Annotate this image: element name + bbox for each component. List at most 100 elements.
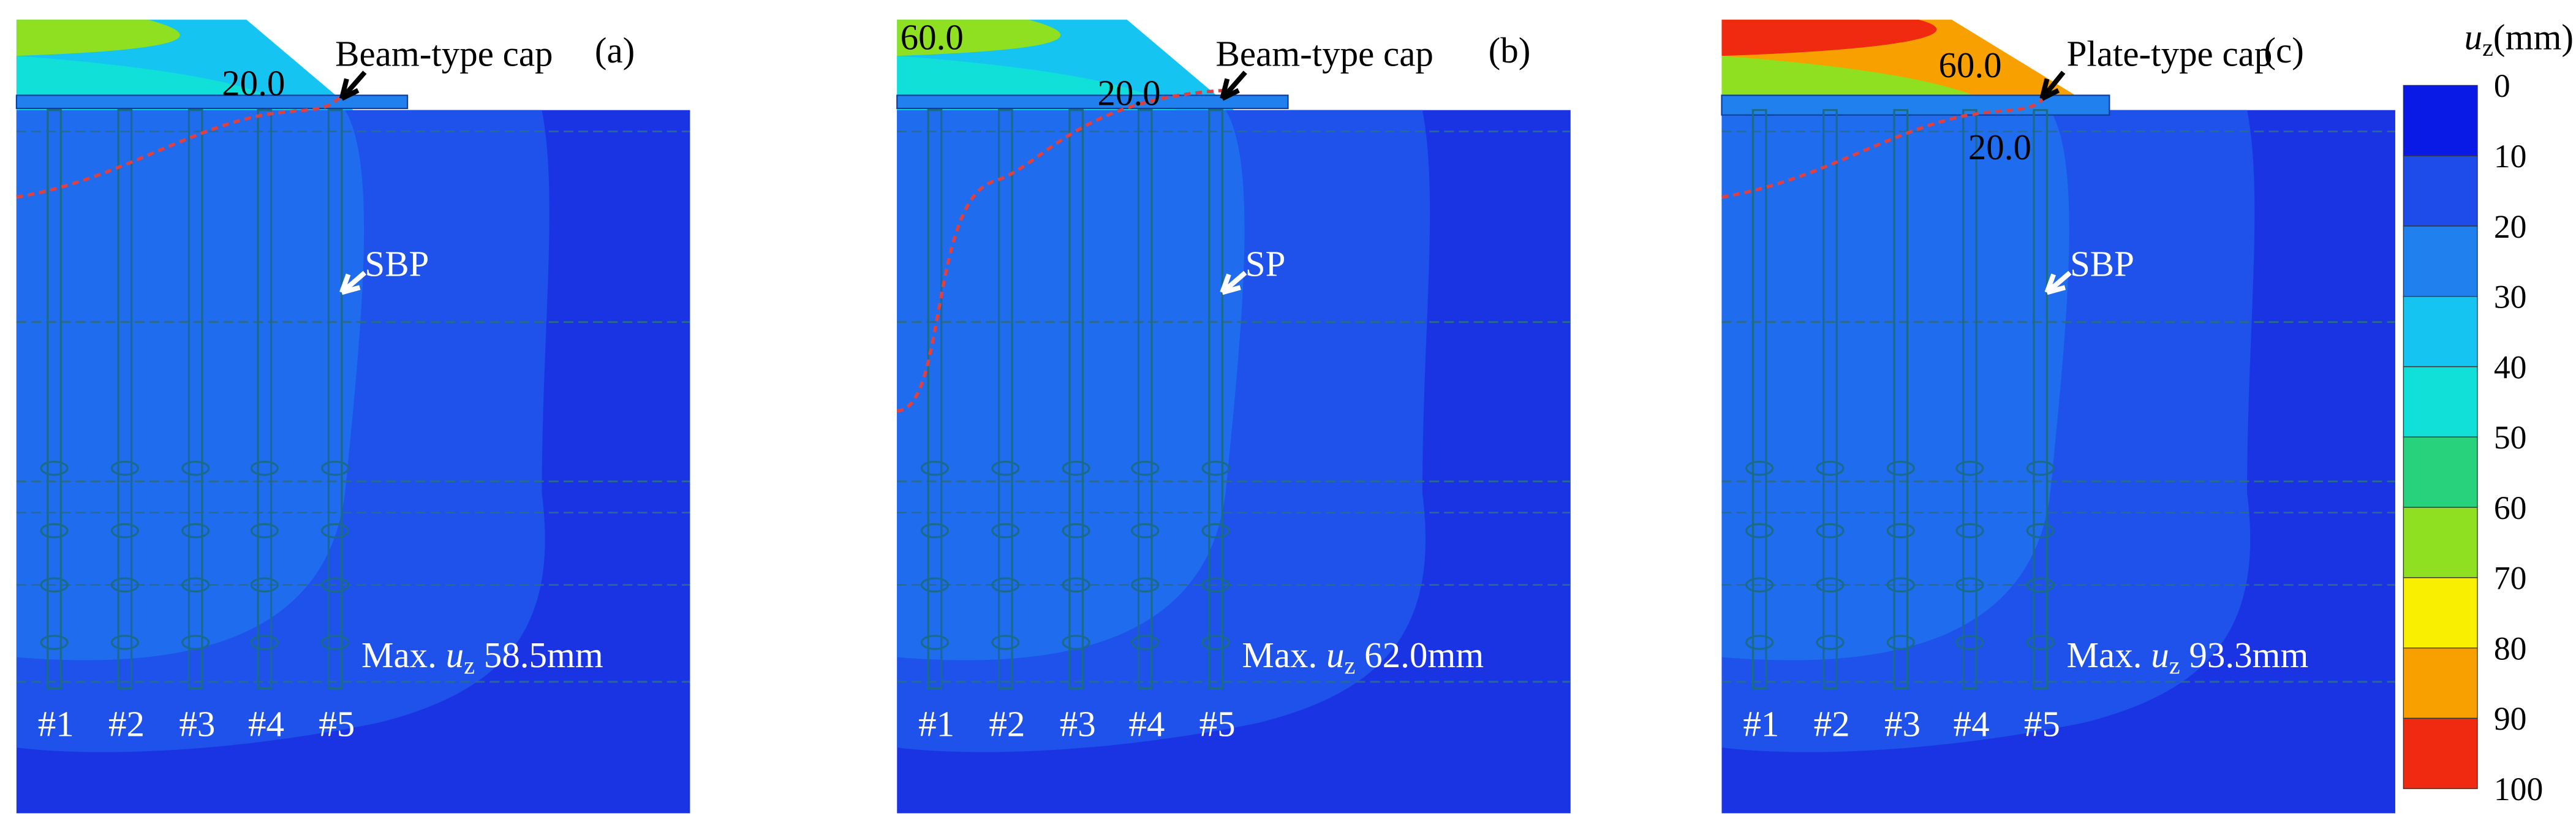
pile-bulb	[1062, 577, 1090, 593]
contour-line	[897, 88, 1226, 413]
zone	[1721, 110, 2069, 660]
max-symbol: u	[1326, 635, 1345, 675]
pile-bulb	[2026, 523, 2055, 539]
pile-bulb	[110, 460, 139, 476]
pile	[1893, 109, 1909, 690]
pile-number: #3	[179, 703, 215, 744]
pile-bulb	[1201, 460, 1230, 476]
pile-bulb	[40, 577, 69, 593]
max-prefix: Max.	[2067, 635, 2142, 675]
pile-bulb	[1816, 577, 1845, 593]
pile-number: #2	[989, 703, 1025, 744]
pile-bulb	[991, 460, 1020, 476]
pile-bulb	[1745, 635, 1774, 650]
pile-number: #1	[918, 703, 954, 744]
pile	[997, 109, 1013, 690]
pile-bulb	[1201, 577, 1230, 593]
pile-bulb	[1886, 635, 1915, 650]
pile	[1068, 109, 1084, 690]
pile	[927, 109, 943, 690]
pile-bulb	[1131, 635, 1160, 650]
pile-arrow	[1220, 271, 1247, 295]
pile-bulb	[1062, 523, 1090, 539]
pile-bulb	[1131, 577, 1160, 593]
pile-bulb	[40, 635, 69, 650]
pile-bulb	[321, 460, 350, 476]
cap	[896, 94, 1289, 110]
pile-number: #2	[108, 703, 145, 744]
pile-bulb	[2026, 635, 2055, 650]
max-label: Max. uz 93.3mm	[2067, 635, 2309, 682]
pile	[1822, 109, 1838, 690]
panel-label: (b)	[1489, 30, 1531, 70]
pile-bulb	[1131, 523, 1160, 539]
pile-number: #4	[1128, 703, 1165, 744]
pile-number: #5	[319, 703, 355, 744]
colorbar-tick-label: 50	[2494, 419, 2527, 456]
pile-bulb	[920, 460, 950, 476]
pile	[327, 109, 343, 690]
colorbar-tick-label: 0	[2494, 67, 2510, 104]
pile-type-label: SBP	[364, 244, 429, 284]
pile-type-label: SP	[1245, 244, 1286, 284]
pile-bulb	[181, 460, 210, 476]
pile-bulb	[1816, 460, 1845, 476]
max-value: 62.0mm	[1364, 635, 1484, 675]
max-sub: z	[2169, 651, 2180, 679]
pile	[1137, 109, 1153, 690]
pile-bulb	[1816, 635, 1845, 650]
max-prefix: Max.	[1242, 635, 1317, 675]
pile-bulb	[1062, 460, 1090, 476]
colorbar-unit: (mm)	[2493, 17, 2574, 57]
cap-arrow	[2039, 70, 2066, 101]
cap	[1721, 94, 2110, 116]
pile-bulb	[110, 577, 139, 593]
pile-bulb	[1816, 523, 1845, 539]
cap-arrow	[339, 70, 367, 101]
pile-bulb	[2026, 577, 2055, 593]
colorbar-title: uz(mm)	[2465, 17, 2574, 61]
pile-bulb	[181, 635, 210, 650]
pile	[187, 109, 203, 690]
colorbar-band	[2403, 647, 2478, 719]
pile-bulb	[1886, 523, 1915, 539]
pile-bulb	[920, 577, 950, 593]
pile	[1962, 109, 1977, 690]
max-sub: z	[1345, 651, 1356, 679]
pile-bulb	[991, 577, 1020, 593]
colorbar-band	[2403, 507, 2478, 578]
zone	[16, 110, 364, 660]
pile-bulb	[181, 577, 210, 593]
cap-label: Beam-type cap	[335, 33, 553, 74]
colorbar-tick-label: 90	[2494, 700, 2527, 737]
pile-bulb	[40, 460, 69, 476]
pile-number: #2	[1814, 703, 1850, 744]
pile	[117, 109, 133, 690]
pile-bulb	[250, 577, 279, 593]
colorbar-symbol: u	[2465, 17, 2483, 57]
colorbar-band	[2403, 577, 2478, 649]
pile-number: #4	[1954, 703, 1990, 744]
max-prefix: Max.	[361, 635, 437, 675]
pile-bulb	[110, 523, 139, 539]
colorbar-band	[2403, 155, 2478, 227]
colorbar-band	[2403, 717, 2478, 789]
colorbar-tick-label: 60	[2494, 490, 2527, 526]
pile-bulb	[920, 635, 950, 650]
panel-label: (a)	[595, 30, 635, 70]
pile-bulb	[1745, 523, 1774, 539]
cap-label: Plate-type cap	[2067, 33, 2273, 74]
pile-bulb	[1955, 635, 1984, 650]
pile-bulb	[1745, 577, 1774, 593]
pile	[1208, 109, 1223, 690]
pile-bulb	[250, 460, 279, 476]
pile-number: #5	[1199, 703, 1236, 744]
contour-line	[1721, 89, 2052, 199]
pile-bulb	[321, 523, 350, 539]
colorbar-band	[2403, 85, 2478, 156]
pile-arrow	[2044, 271, 2072, 295]
pile-bulb	[1886, 460, 1915, 476]
colorbar-tick-label: 100	[2494, 771, 2543, 807]
colorbar-band	[2403, 366, 2478, 437]
